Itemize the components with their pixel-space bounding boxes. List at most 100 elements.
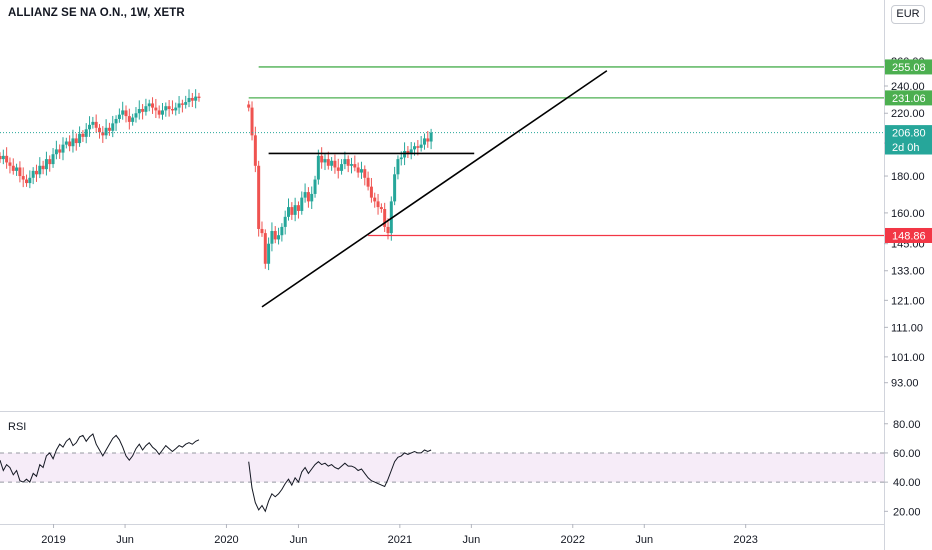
time-tick-label: 2021 — [388, 534, 412, 546]
candle-body — [58, 149, 62, 153]
candle-body — [134, 113, 138, 118]
time-tick-label: 2019 — [41, 534, 65, 546]
time-tick-label: 2022 — [561, 534, 585, 546]
candle-body — [333, 160, 337, 168]
candle-body — [127, 116, 131, 122]
time-tick-label: 2023 — [733, 534, 757, 546]
candle-body — [250, 107, 254, 136]
candle-body — [197, 96, 201, 98]
candle-body — [157, 110, 161, 115]
rsi-band — [0, 452, 884, 483]
price-label-badge — [885, 59, 932, 75]
candle-body — [187, 97, 191, 103]
candle-body — [1, 155, 5, 160]
currency-button[interactable]: EUR — [891, 5, 925, 24]
rsi-tick-label: 20.00 — [893, 506, 921, 518]
candle-body — [144, 106, 148, 112]
candle-body — [260, 228, 264, 234]
candle-body — [104, 127, 108, 136]
candle-body — [147, 103, 151, 107]
candle-body — [91, 121, 95, 125]
candle-body — [5, 155, 9, 163]
candle-body — [350, 164, 354, 166]
candle-body — [94, 121, 98, 128]
time-tick-label: Jun — [116, 534, 134, 546]
candle-body — [356, 167, 360, 173]
price-label-badge — [885, 90, 932, 106]
rsi-line — [248, 449, 432, 513]
price-label-text: 255.08 — [892, 62, 926, 74]
time-tick-label: 2020 — [214, 534, 238, 546]
candle-body — [74, 138, 78, 144]
candle-body — [323, 159, 327, 163]
candle-body — [247, 104, 251, 108]
candle-body — [107, 127, 111, 131]
candle-body — [386, 226, 390, 234]
candle-body — [257, 165, 261, 229]
candle-body — [416, 146, 420, 148]
candle-body — [51, 154, 55, 165]
candle-body — [409, 149, 413, 155]
candle-body — [393, 174, 397, 202]
candle-body — [25, 179, 29, 184]
rsi-tick-label: 60.00 — [893, 448, 921, 460]
candle-body — [406, 150, 410, 155]
candle-body — [184, 102, 188, 105]
price-tick-label: 180.00 — [891, 171, 925, 183]
candle-body — [88, 124, 92, 130]
candle-body — [326, 159, 330, 166]
candle-body — [131, 117, 135, 122]
price-label-badge — [885, 125, 932, 141]
candle-body — [151, 103, 155, 108]
candle-body — [366, 177, 370, 187]
price-label-text: 2d 0h — [892, 142, 920, 154]
candle-body — [369, 186, 373, 198]
time-tick-label: Jun — [462, 534, 480, 546]
candle-body — [137, 109, 141, 114]
candle-body — [273, 231, 277, 240]
candle-body — [376, 201, 380, 208]
candle-body — [340, 164, 344, 171]
candle-body — [277, 235, 281, 240]
rsi-group — [0, 433, 432, 513]
candle-body — [71, 138, 75, 147]
trendline — [261, 70, 608, 308]
candle-body — [343, 159, 347, 165]
candle-body — [160, 110, 164, 115]
candle-body — [180, 103, 184, 105]
candle-body — [38, 165, 42, 175]
price-tick-label: 121.00 — [891, 295, 925, 307]
candle-body — [293, 205, 297, 215]
price-tick-label: 133.00 — [891, 266, 925, 278]
price-label-badge — [885, 227, 932, 243]
candle-body — [313, 179, 317, 194]
price-tick-label: 93.00 — [891, 378, 919, 390]
candle-body — [21, 176, 25, 180]
candle-body — [346, 159, 350, 166]
candle-body — [379, 207, 383, 210]
candle-body — [413, 146, 417, 150]
rsi-title: RSI — [8, 421, 26, 433]
candle-body — [253, 135, 257, 166]
candle-body — [426, 138, 430, 142]
price-label-text: 206.80 — [892, 128, 926, 140]
candle-body — [0, 156, 2, 160]
candle-body — [316, 155, 320, 180]
price-label-text: 148.86 — [892, 230, 926, 242]
rsi-tick-label: 80.00 — [893, 419, 921, 431]
candle-body — [34, 170, 38, 175]
rsi-tick-label: 40.00 — [893, 477, 921, 489]
candle-body — [81, 133, 85, 137]
candle-body — [78, 133, 82, 144]
candle-body — [373, 197, 377, 202]
candle-body — [44, 159, 48, 170]
candle-body — [68, 141, 72, 147]
price-label-badge — [885, 139, 932, 155]
candle-body — [306, 192, 310, 202]
candle-body — [31, 170, 35, 178]
price-tick-label: 111.00 — [891, 322, 923, 334]
time-tick-label: Jun — [290, 534, 308, 546]
candle-body — [121, 110, 125, 115]
candle-body — [41, 165, 45, 170]
